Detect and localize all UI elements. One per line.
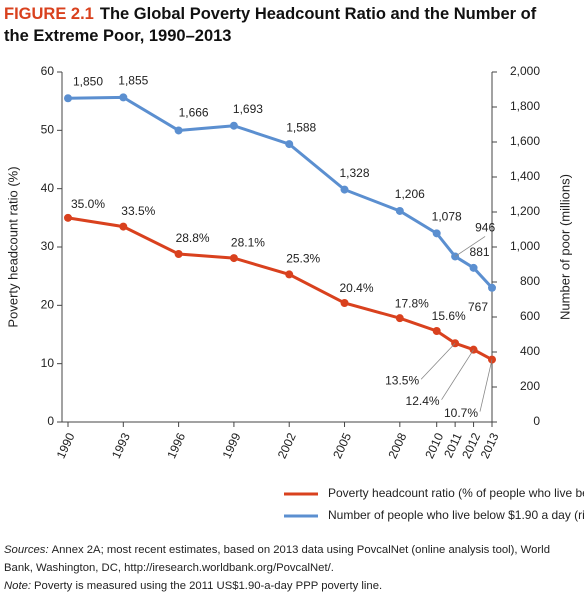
data-label: 1,855 bbox=[118, 74, 148, 88]
data-label: 25.3% bbox=[286, 252, 320, 266]
y-tick-label: 30 bbox=[41, 239, 55, 253]
x-tick-label: 2010 bbox=[422, 430, 446, 460]
x-tick-label: 2002 bbox=[275, 430, 299, 460]
data-label: 1,693 bbox=[233, 102, 263, 116]
y2-tick-label: 600 bbox=[520, 309, 540, 323]
data-point bbox=[229, 254, 238, 263]
y2-tick-label: 1,800 bbox=[510, 99, 540, 113]
leader-line bbox=[420, 342, 456, 380]
data-label: 13.5% bbox=[385, 373, 419, 387]
data-point bbox=[395, 314, 404, 323]
data-point bbox=[119, 222, 128, 231]
data-point bbox=[229, 121, 238, 130]
figure-label: FIGURE 2.1 bbox=[4, 5, 94, 23]
y2-tick-label: 2,000 bbox=[510, 64, 540, 78]
note-label: Note: bbox=[4, 580, 32, 592]
data-label: 12.4% bbox=[406, 394, 440, 408]
series-line bbox=[67, 95, 494, 289]
data-label: 33.5% bbox=[121, 204, 155, 218]
footnotes: Sources: Annex 2A; most recent estimates,… bbox=[4, 541, 580, 595]
leader-line bbox=[479, 359, 493, 412]
data-label: 881 bbox=[470, 245, 490, 259]
data-label: 35.0% bbox=[71, 197, 105, 211]
x-tick-label: 2005 bbox=[330, 430, 354, 460]
x-tick-label: 1996 bbox=[164, 430, 188, 460]
data-label: 1,666 bbox=[179, 106, 209, 120]
leader-line bbox=[454, 236, 486, 257]
data-label: 1,206 bbox=[395, 187, 425, 201]
data-label: 15.6% bbox=[432, 309, 466, 323]
data-label: 1,850 bbox=[73, 74, 103, 88]
data-point bbox=[488, 283, 496, 292]
legend-label: Number of people who live below $1.90 a … bbox=[328, 508, 584, 522]
sources-label: Sources: bbox=[4, 544, 49, 556]
x-tick-label: 1990 bbox=[54, 430, 78, 460]
leader-line bbox=[441, 349, 474, 400]
y-tick-label: 40 bbox=[41, 181, 55, 195]
y2-tick-label: 1,000 bbox=[510, 239, 540, 253]
x-tick-label: 2013 bbox=[478, 430, 502, 460]
data-point bbox=[469, 263, 478, 272]
y-tick-label: 60 bbox=[41, 64, 55, 78]
data-label: 10.7% bbox=[444, 406, 478, 420]
data-label: 767 bbox=[468, 300, 488, 314]
y-tick-label: 10 bbox=[41, 356, 55, 370]
x-tick-label: 1993 bbox=[109, 430, 133, 460]
data-label: 1,588 bbox=[286, 120, 316, 134]
y-tick-label: 0 bbox=[47, 414, 54, 428]
data-label: 17.8% bbox=[395, 296, 429, 310]
data-point bbox=[285, 140, 294, 149]
title-block: FIGURE 2.1 The Global Poverty Headcount R… bbox=[4, 3, 564, 47]
data-point bbox=[285, 270, 294, 279]
data-label: 20.4% bbox=[340, 281, 374, 295]
data-label: 28.8% bbox=[176, 231, 210, 245]
y2-tick-label: 1,200 bbox=[510, 204, 540, 218]
data-point bbox=[174, 250, 183, 258]
data-label: 28.1% bbox=[231, 235, 265, 249]
series-line bbox=[67, 216, 493, 361]
data-point bbox=[340, 185, 349, 194]
data-label: 946 bbox=[475, 221, 495, 235]
note: Note: Poverty is measured using the 2011 … bbox=[4, 577, 580, 595]
data-point bbox=[395, 206, 404, 215]
note-text: Poverty is measured using the 2011 US$1.… bbox=[34, 580, 383, 592]
y2-tick-label: 1,400 bbox=[510, 169, 540, 183]
data-point bbox=[119, 93, 128, 102]
chart-title: The Global Poverty Headcount Ratio and t… bbox=[4, 5, 537, 45]
y2-axis-label: Number of poor (millions) bbox=[557, 174, 572, 320]
data-label: 1,078 bbox=[432, 210, 462, 224]
data-label: 1,328 bbox=[340, 166, 370, 180]
y2-tick-label: 200 bbox=[520, 379, 540, 393]
y2-tick-label: 1,600 bbox=[510, 134, 540, 148]
y2-tick-label: 800 bbox=[520, 274, 540, 288]
x-tick-label: 1999 bbox=[220, 430, 244, 460]
sources-text: Annex 2A; most recent estimates, based o… bbox=[4, 544, 550, 574]
sources: Sources: Annex 2A; most recent estimates,… bbox=[4, 541, 580, 577]
y-tick-label: 20 bbox=[41, 298, 55, 312]
legend-label: Poverty headcount ratio (% of people who… bbox=[328, 486, 584, 500]
y-tick-label: 50 bbox=[41, 123, 55, 137]
y2-tick-label: 400 bbox=[520, 344, 540, 358]
y2-tick-label: 0 bbox=[533, 414, 540, 428]
y-axis-label: Poverty headcount ratio (%) bbox=[5, 166, 20, 327]
data-point bbox=[340, 299, 349, 307]
data-point bbox=[64, 94, 72, 103]
data-point bbox=[432, 229, 441, 238]
data-point bbox=[64, 213, 72, 222]
data-point bbox=[174, 126, 183, 135]
data-point bbox=[432, 327, 441, 335]
x-tick-label: 2008 bbox=[385, 430, 409, 460]
